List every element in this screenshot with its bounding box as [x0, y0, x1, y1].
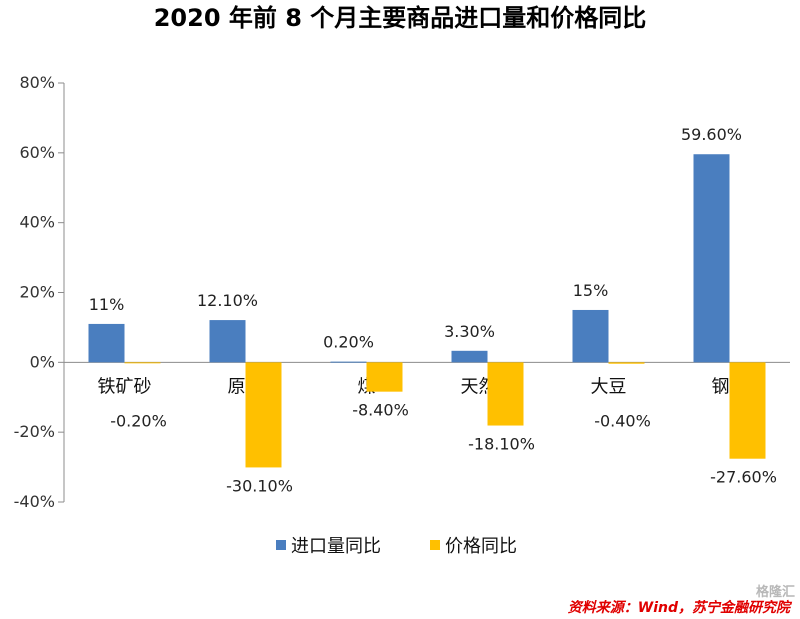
chart-title: 2020 年前 8 个月主要商品进口量和价格同比	[154, 4, 647, 32]
source-note: 资料来源：Wind，苏宁金融研究院	[568, 599, 793, 616]
data-label-import-volume: 59.60%	[681, 125, 742, 144]
data-label-price: -27.60%	[710, 468, 777, 487]
data-label-import-volume: 15%	[573, 281, 609, 300]
bar-price	[729, 362, 766, 459]
y-tick-label: -20%	[14, 422, 55, 441]
data-label-import-volume: 0.20%	[323, 333, 374, 352]
y-tick-label: 40%	[19, 213, 55, 232]
data-labels: 11% -0.20% 12.10% -30.10% 0.20% -8.40% 3.30% -1…	[89, 125, 777, 495]
data-label-price: -0.20%	[110, 411, 167, 430]
y-tick-label: 20%	[19, 283, 55, 302]
bar-import-volume	[330, 361, 367, 363]
x-category-label: 铁矿砂	[98, 376, 152, 397]
bar-price	[366, 362, 403, 392]
y-tick-label: -40%	[14, 492, 55, 511]
watermark: 格隆汇	[756, 584, 795, 600]
legend-swatch-import-volume	[276, 540, 286, 550]
y-tick-label: 0%	[30, 352, 55, 371]
bar-import-volume	[693, 154, 730, 363]
bar-price	[245, 362, 282, 468]
bar-import-volume	[88, 323, 125, 363]
y-tick-label: 60%	[19, 143, 55, 162]
data-label-import-volume: 3.30%	[444, 322, 495, 341]
data-label-import-volume: 11%	[89, 295, 125, 314]
axes: 80%60%40%20%0%-20%-40%铁矿砂原油煤天然气大豆钢材	[14, 73, 790, 511]
data-label-import-volume: 12.10%	[197, 291, 258, 310]
bar-import-volume	[572, 309, 609, 363]
bar-import-volume	[451, 350, 488, 363]
data-label-price: -18.10%	[468, 435, 535, 454]
bar-price	[124, 362, 161, 364]
bar-price	[487, 362, 524, 426]
data-label-price: -8.40%	[352, 401, 409, 420]
data-label-price: -0.40%	[594, 411, 651, 430]
bars	[88, 154, 766, 468]
legend-label-import-volume: 进口量同比	[291, 536, 381, 557]
legend: 进口量同比 价格同比	[276, 536, 517, 557]
data-label-price: -30.10%	[226, 476, 293, 495]
x-category-label: 大豆	[591, 376, 627, 397]
legend-swatch-price	[430, 540, 440, 550]
legend-label-price: 价格同比	[445, 536, 517, 557]
bar-price	[608, 362, 645, 364]
bar-import-volume	[209, 320, 246, 363]
y-tick-label: 80%	[19, 73, 55, 92]
